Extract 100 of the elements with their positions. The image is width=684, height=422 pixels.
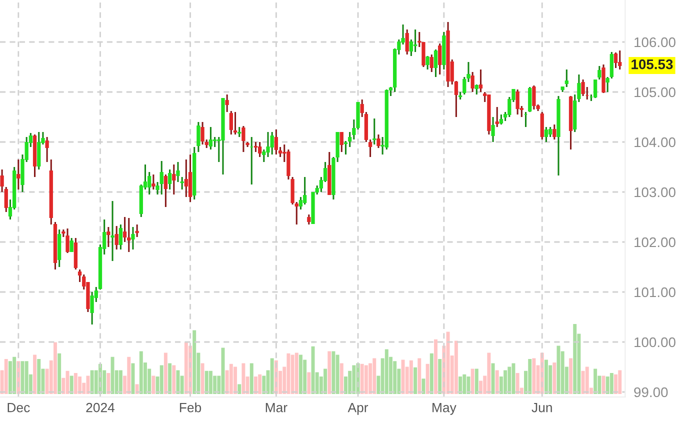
bar	[294, 352, 298, 394]
x-tick-label: Mar	[266, 403, 288, 412]
bar	[422, 378, 426, 394]
bar	[238, 384, 242, 394]
candlestick	[37, 131, 41, 170]
bar	[37, 359, 41, 394]
bar	[204, 370, 208, 394]
candlestick	[266, 131, 270, 158]
bar	[573, 324, 577, 394]
candlestick	[434, 48, 438, 78]
candlestick	[90, 291, 94, 326]
candlestick	[474, 84, 478, 96]
candlestick	[495, 106, 499, 128]
candlestick	[376, 134, 380, 149]
candlestick	[528, 86, 532, 113]
x-tick-label: May	[432, 403, 456, 415]
bar	[258, 374, 262, 394]
candlestick	[70, 237, 74, 253]
bar	[286, 353, 290, 394]
candlestick	[164, 174, 168, 208]
bar	[426, 364, 430, 394]
candlestick	[499, 114, 504, 126]
bar	[364, 365, 368, 394]
text: 105.53	[632, 59, 673, 70]
y-tick-label: 101.00	[634, 287, 676, 298]
bar	[418, 358, 422, 394]
candlestick	[307, 214, 311, 226]
candlestick	[258, 141, 262, 158]
candlestick	[491, 116, 495, 143]
candlestick	[598, 65, 602, 80]
bar	[528, 359, 532, 394]
bar	[581, 370, 585, 394]
candlestick	[229, 110, 233, 136]
candlestick	[168, 168, 172, 190]
bar	[512, 363, 516, 394]
bar	[372, 358, 376, 394]
bar	[504, 370, 508, 394]
bar	[336, 354, 340, 394]
bar	[106, 373, 110, 394]
candlestick	[405, 28, 409, 56]
bar	[135, 384, 139, 394]
candlestick	[225, 94, 229, 113]
candlestick	[614, 52, 618, 69]
candlestick	[110, 200, 114, 262]
bar	[110, 356, 114, 394]
candlestick	[208, 126, 213, 150]
bar	[192, 330, 196, 394]
bar	[328, 351, 332, 394]
bar	[606, 376, 610, 394]
x-tick-label: Dec	[8, 403, 30, 412]
candlestick	[152, 174, 156, 190]
bar	[614, 374, 618, 394]
bar	[352, 365, 356, 394]
bar	[360, 364, 364, 394]
bar	[470, 368, 474, 394]
x-tick-label: Jun	[532, 403, 552, 412]
candlestick	[118, 224, 123, 250]
y-tick-label: 106.00	[634, 37, 676, 48]
candlestick	[302, 176, 307, 206]
bar	[414, 367, 418, 394]
bar	[532, 358, 536, 394]
candlestick	[552, 124, 556, 140]
candlestick	[548, 126, 552, 138]
bar	[139, 351, 143, 394]
bar	[90, 370, 94, 394]
bar	[78, 376, 82, 394]
candlestick	[581, 78, 585, 97]
candlestick	[544, 126, 548, 143]
candlestick	[618, 50, 622, 70]
bar	[200, 363, 204, 394]
bar	[127, 356, 131, 394]
bar	[70, 376, 74, 394]
bar	[4, 359, 8, 394]
bar	[270, 358, 274, 394]
bar	[172, 365, 176, 394]
bar	[58, 353, 62, 394]
bar	[393, 361, 397, 394]
y-tick-label: 100.00	[634, 337, 676, 348]
bar	[168, 363, 172, 394]
bar	[33, 354, 37, 394]
candlestick	[176, 161, 180, 183]
bar	[8, 361, 12, 394]
bar	[434, 339, 438, 394]
bar	[618, 370, 622, 394]
bar	[290, 354, 294, 394]
bar	[250, 363, 254, 394]
bar	[454, 340, 458, 394]
bar	[307, 372, 311, 394]
candlestick	[16, 158, 20, 190]
bar	[53, 342, 57, 394]
candlestick	[135, 224, 139, 238]
bar	[221, 348, 225, 394]
bar	[409, 360, 413, 394]
y-tick-label: 102.00	[634, 237, 676, 248]
candlestick	[188, 154, 192, 203]
candlestick	[540, 111, 544, 140]
candlestick	[478, 68, 483, 93]
bar	[585, 366, 589, 394]
bar	[164, 352, 168, 394]
bar	[556, 346, 560, 394]
